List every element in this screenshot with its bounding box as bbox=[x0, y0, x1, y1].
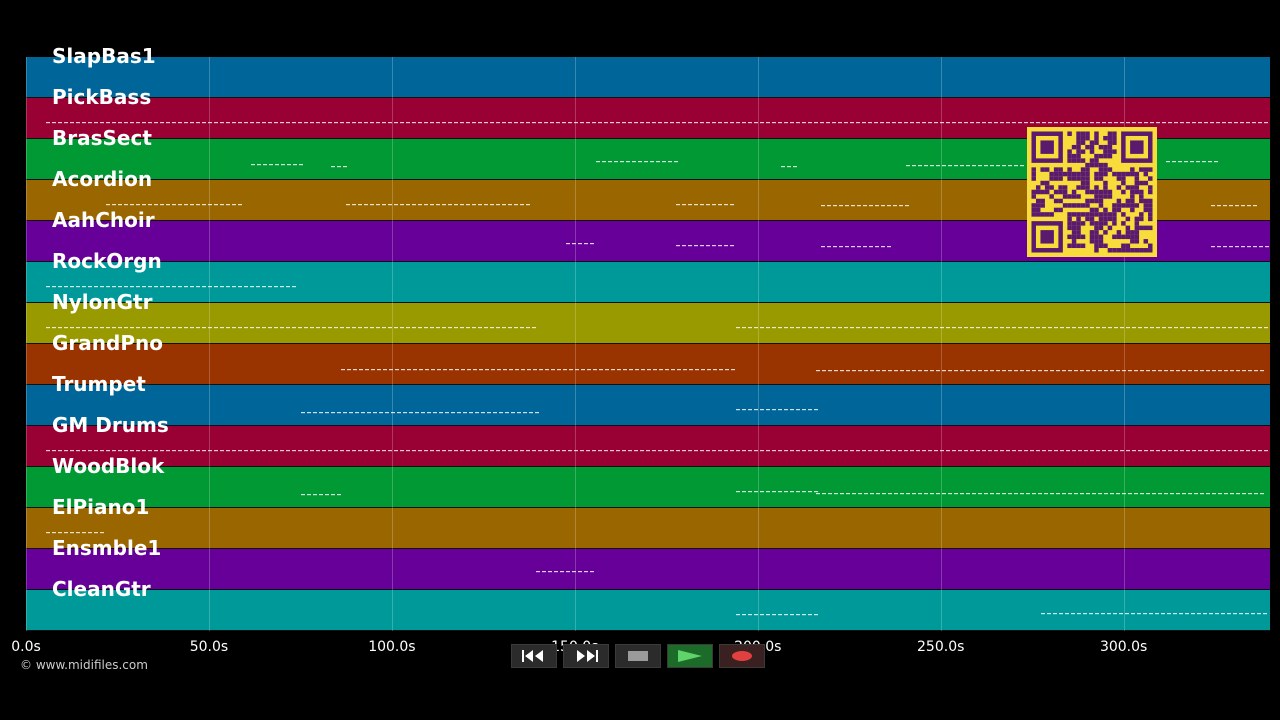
gridline bbox=[574, 57, 576, 631]
track-cleangtr[interactable]: CleanGtr bbox=[26, 577, 1270, 631]
gridline bbox=[757, 57, 759, 631]
note-events bbox=[46, 122, 1268, 124]
track-nylongtr[interactable]: NylonGtr bbox=[26, 290, 1270, 344]
track-label: Trumpet bbox=[52, 372, 146, 396]
time-tick-label: 0.0s bbox=[11, 639, 41, 655]
track-label: GM Drums bbox=[52, 413, 169, 437]
note-events bbox=[46, 286, 296, 288]
qr-code-icon bbox=[1031, 131, 1153, 253]
track-elpiano1[interactable]: ElPiano1 bbox=[26, 495, 1270, 549]
track-slapbas1[interactable]: SlapBas1 bbox=[26, 44, 1270, 98]
gridline bbox=[940, 57, 942, 631]
track-label: Ensmble1 bbox=[52, 536, 162, 560]
note-events bbox=[46, 327, 1268, 329]
track-label: PickBass bbox=[52, 85, 152, 109]
track-label: CleanGtr bbox=[52, 577, 151, 601]
note-events bbox=[301, 491, 1264, 496]
gridline bbox=[391, 57, 393, 631]
gridline bbox=[208, 57, 210, 631]
time-tick-label: 100.0s bbox=[368, 639, 416, 655]
rewind-button[interactable] bbox=[511, 644, 557, 668]
track-label: WoodBlok bbox=[52, 454, 165, 478]
track-label: SlapBas1 bbox=[52, 44, 156, 68]
time-tick-label: 50.0s bbox=[189, 639, 229, 655]
track-label: BrasSect bbox=[52, 126, 152, 150]
record-icon bbox=[732, 651, 752, 661]
note-events bbox=[301, 409, 818, 414]
track-label: NylonGtr bbox=[52, 290, 153, 314]
note-events bbox=[46, 450, 1268, 452]
stop-button[interactable] bbox=[615, 644, 661, 668]
track-label: RockOrgn bbox=[52, 249, 162, 273]
track-label: ElPiano1 bbox=[52, 495, 150, 519]
track-gm-drums[interactable]: GM Drums bbox=[26, 413, 1270, 467]
note-events bbox=[26, 57, 1270, 97]
qr-code bbox=[1027, 127, 1157, 257]
track-label: Acordion bbox=[52, 167, 153, 191]
gridline bbox=[1123, 57, 1125, 631]
note-events bbox=[46, 532, 104, 534]
note-events bbox=[536, 571, 594, 573]
track-grandpno[interactable]: GrandPno bbox=[26, 331, 1270, 385]
note-events bbox=[106, 204, 1257, 207]
play-icon bbox=[678, 650, 702, 662]
fast-forward-icon bbox=[577, 650, 598, 662]
note-events bbox=[566, 243, 1269, 248]
track-woodblok[interactable]: WoodBlok bbox=[26, 454, 1270, 508]
track-ensmble1[interactable]: Ensmble1 bbox=[26, 536, 1270, 590]
time-tick-label: 300.0s bbox=[1099, 639, 1148, 655]
fast-forward-button[interactable] bbox=[563, 644, 609, 668]
track-label: GrandPno bbox=[52, 331, 163, 355]
track-label: AahChoir bbox=[52, 208, 155, 232]
note-events bbox=[341, 369, 1264, 372]
note-events bbox=[251, 161, 1218, 168]
record-button[interactable] bbox=[719, 644, 765, 668]
transport-controls bbox=[511, 644, 765, 668]
gridline bbox=[26, 57, 27, 631]
play-button[interactable] bbox=[667, 644, 713, 668]
time-tick-label: 250.0s bbox=[917, 639, 965, 655]
track-trumpet[interactable]: Trumpet bbox=[26, 372, 1270, 426]
rewind-icon bbox=[522, 650, 543, 662]
stop-icon bbox=[628, 651, 648, 661]
copyright-text: © www.midifiles.com bbox=[20, 658, 148, 672]
note-events bbox=[736, 613, 1267, 616]
track-rockorgn[interactable]: RockOrgn bbox=[26, 249, 1270, 303]
